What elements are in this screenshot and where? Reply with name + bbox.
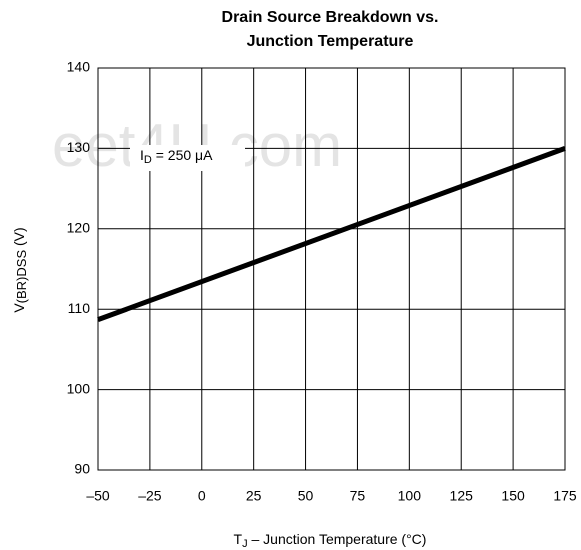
plot-frame [97,67,566,471]
x-axis-label: TJ – Junction Temperature (°C) [234,531,427,550]
y-tick-label: 90 [74,461,90,477]
y-tick-label: 120 [67,220,91,236]
y-tick-label: 140 [67,59,91,75]
x-tick-label: 100 [398,488,422,504]
annotation-background [130,145,245,171]
x-tick-label: 125 [450,488,474,504]
plot-area: 90 100 110 120 130 140 –50 –25 0 25 50 75 100 125 150 1… [67,59,577,504]
x-label-part: T [234,531,243,547]
annotation-sub: D [144,154,152,166]
x-tick-label: 150 [501,488,525,504]
y-axis-label: V(BR)DSS (V) [11,227,30,312]
y-tick-label: 130 [67,139,91,155]
annotation-part: = 250 μA [152,147,213,163]
chart-title: Drain Source Breakdown vs. [222,9,439,26]
x-tick-label: 25 [246,488,262,504]
y-label-part: V [11,303,27,313]
y-label-part: (V) [11,227,27,250]
x-tick-label: 75 [350,488,366,504]
x-tick-label: 50 [298,488,314,504]
annotation: ID = 250 μA [140,147,213,166]
x-tick-label: –25 [138,488,162,504]
x-label-part: – Junction Temperature (°C) [248,531,427,547]
x-label-sub: J [242,538,248,550]
y-tick-label: 110 [68,300,91,316]
annotation-part: I [140,147,144,163]
x-tick-label: 175 [553,488,577,504]
x-tick-label: 0 [198,488,206,504]
y-tick-label: 100 [67,380,91,396]
x-tick-label: –50 [86,488,110,504]
y-label-sub: (BR)DSS [14,250,29,304]
data-line [97,146,566,322]
chart-title: Junction Temperature [247,33,414,50]
